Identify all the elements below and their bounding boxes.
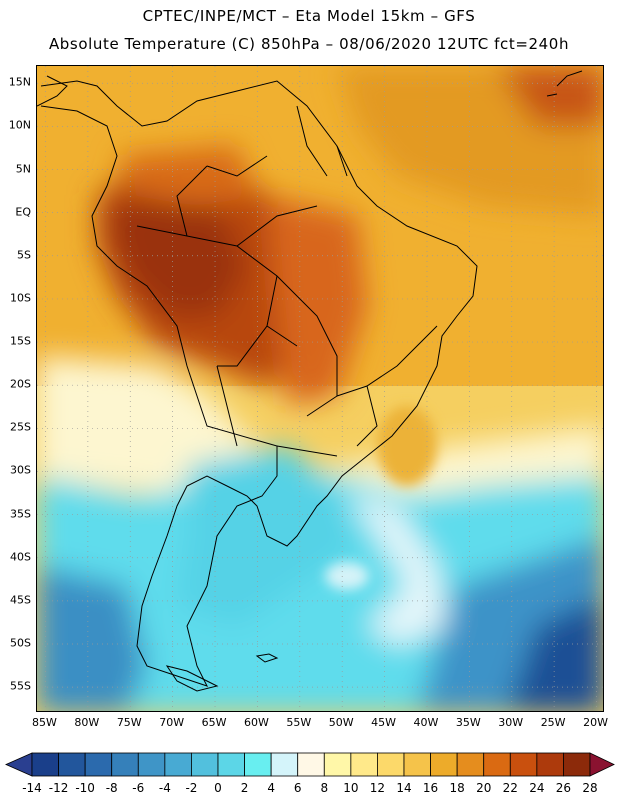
field-warm-plume <box>377 406 437 486</box>
colorbar-swatch <box>297 752 325 777</box>
colorbar-swatch <box>58 752 86 777</box>
lat-label: 10S <box>10 291 31 305</box>
lon-label: 25W <box>540 716 566 729</box>
central-america <box>37 75 68 107</box>
colorbar-tick-label: -8 <box>105 781 118 795</box>
lat-label: 10N <box>8 118 31 132</box>
lon-label: 40W <box>413 716 439 729</box>
colorbar-tick-label: 4 <box>267 781 275 795</box>
falkland-islands <box>255 653 279 663</box>
colorbar-swatch <box>509 752 538 777</box>
colorbar-swatch <box>244 752 272 777</box>
country-borders <box>136 105 438 457</box>
lon-label: 80W <box>74 716 100 729</box>
coastlines <box>37 70 583 692</box>
colorbar-swatch <box>217 752 245 777</box>
colorbar-tick-label: 0 <box>214 781 222 795</box>
colorbar-swatch <box>323 752 352 777</box>
colorbar-swatch <box>456 752 485 777</box>
lat-label: 50S <box>10 636 31 650</box>
colorbar-swatch <box>403 752 431 777</box>
lat-label: EQ <box>15 205 31 219</box>
title-line-1: CPTEC/INPE/MCT – Eta Model 15km – GFS <box>142 7 476 25</box>
colorbar-tick-label: 20 <box>476 781 492 795</box>
lon-label: 60W <box>243 716 269 729</box>
colorbar-swatch <box>191 752 219 777</box>
colorbar-high-arrow <box>589 752 615 777</box>
colorbar-swatch <box>84 752 113 777</box>
lat-label: 15S <box>10 334 31 348</box>
lon-label: 65W <box>201 716 227 729</box>
colorbar-tick-label: -6 <box>132 781 145 795</box>
south-america-coast <box>40 80 478 687</box>
field-blue-sw <box>37 566 147 711</box>
lon-label: 70W <box>159 716 185 729</box>
colorbar-swatch <box>111 752 139 777</box>
colorbar-tick-label: 16 <box>422 781 439 795</box>
colorbar-tick-label: -2 <box>185 781 198 795</box>
lon-label: 30W <box>498 716 524 729</box>
lat-label: 5N <box>15 162 31 176</box>
field-deep-blue-se <box>507 596 603 711</box>
colorbar-tick-label: -4 <box>158 781 171 795</box>
field-pale-band <box>37 356 603 526</box>
title-line-2: Absolute Temperature (C) 850hPa – 08/06/… <box>48 35 570 53</box>
field-orange-northwest <box>117 146 257 206</box>
colorbar-tick-label: 8 <box>320 781 329 795</box>
colorbar-swatch <box>430 752 458 777</box>
colorbar-tick-label: 10 <box>343 781 359 795</box>
lat-label: 30S <box>10 463 31 477</box>
colorbar-swatch <box>270 752 299 777</box>
colorbar-swatch <box>536 752 564 777</box>
lat-label: 15N <box>8 75 31 89</box>
colorbar-swatch <box>563 752 591 777</box>
lat-label: 55S <box>10 679 31 693</box>
colorbar <box>5 752 615 777</box>
colorbar-tick-label: -12 <box>48 781 69 795</box>
colorbar-swatch <box>377 752 405 777</box>
colorbar-tick-label: 24 <box>529 781 545 795</box>
tierra-del-fuego <box>165 665 219 692</box>
field-pale-patch <box>325 562 369 590</box>
lon-label: 20W <box>583 716 608 729</box>
lat-label: 5S <box>17 248 31 262</box>
lat-label: 45S <box>10 593 31 607</box>
lat-label: 40S <box>10 550 31 564</box>
temperature-map <box>36 65 604 712</box>
lon-label: 50W <box>328 716 354 729</box>
colorbar-tick-label: 6 <box>293 781 302 795</box>
colorbar-swatch <box>137 752 166 777</box>
lat-label: 25S <box>10 420 31 434</box>
field-hot-core <box>107 186 247 316</box>
caribbean-islands <box>546 70 583 97</box>
colorbar-tick-label: -10 <box>75 781 95 795</box>
map-canvas <box>37 66 603 711</box>
lon-label: 55W <box>286 716 312 729</box>
colorbar-tick-label: 18 <box>449 781 465 795</box>
colorbar-swatch <box>31 752 59 777</box>
colorbar-tick-label: -14 <box>22 781 42 795</box>
lon-label: 85W <box>32 716 57 729</box>
colorbar-tick-label: 12 <box>369 781 386 795</box>
colorbar-swatch <box>350 752 378 777</box>
colorbar-tick-label: 28 <box>582 781 598 795</box>
colorbar-tick-label: 2 <box>240 781 249 795</box>
field-pale-swirl <box>347 496 447 646</box>
colorbar-swatch <box>483 752 511 777</box>
colorbar-swatch <box>164 752 192 777</box>
lat-label: 20S <box>10 377 31 391</box>
field-orange-east <box>267 196 367 406</box>
colorbar-tick-label: 14 <box>396 781 412 795</box>
lon-label: 35W <box>455 716 481 729</box>
lon-label: 45W <box>371 716 397 729</box>
lat-label: 35S <box>10 507 31 521</box>
field-ne-warm <box>497 66 603 126</box>
colorbar-low-arrow <box>5 752 33 777</box>
lon-label: 75W <box>116 716 142 729</box>
colorbar-tick-label: 26 <box>555 781 572 795</box>
colorbar-tick-label: 22 <box>502 781 518 795</box>
